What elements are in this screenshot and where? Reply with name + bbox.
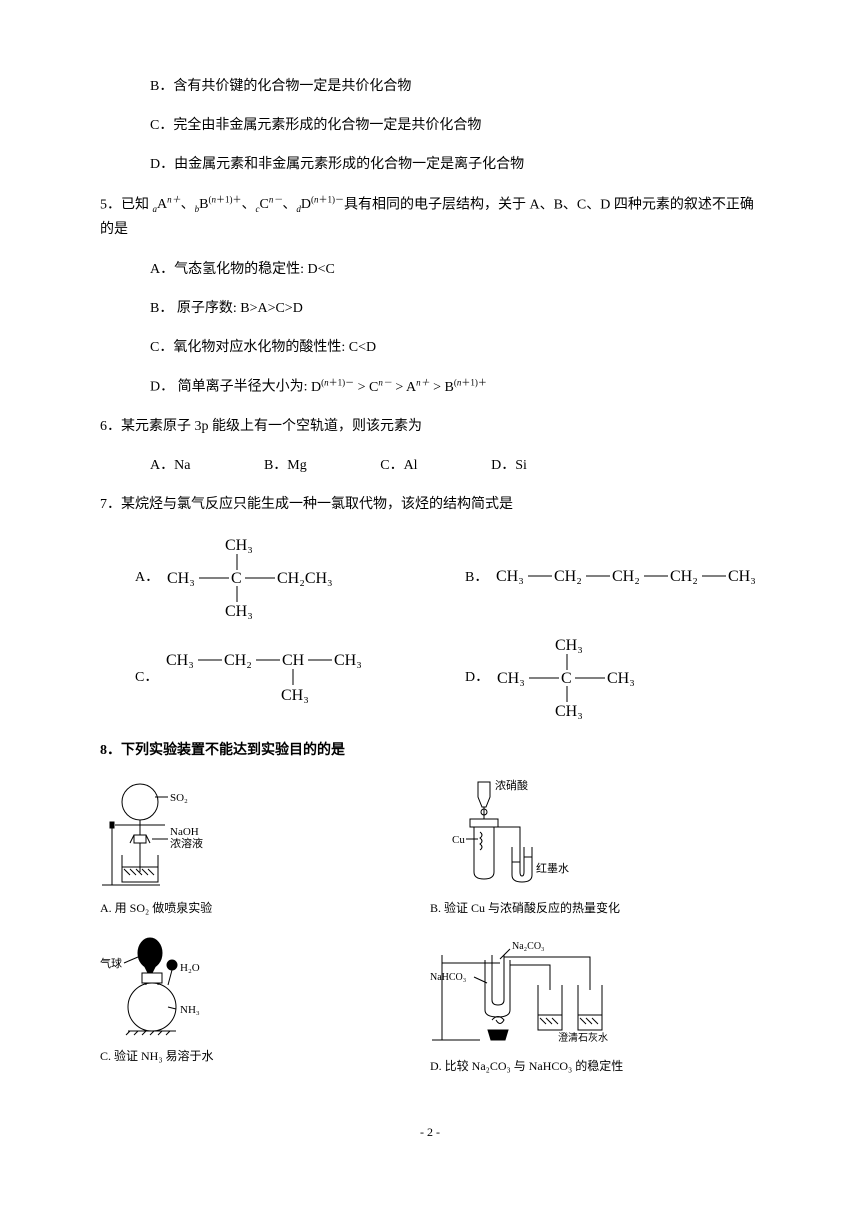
exp-C-caption: C. 验证 NH₃ 易溶于水 xyxy=(100,1046,430,1068)
q7-optC-label: C． xyxy=(135,665,158,690)
q5-stem-pre: 5．已知 xyxy=(100,197,153,212)
q4-option-b: B．含有共价键的化合物一定是共价化合物 xyxy=(150,74,760,99)
svg-text:红墨水: 红墨水 xyxy=(536,862,569,875)
q5-option-d: D． 简单离子半径大小为: D(n＋1)－ > Cn－ > An＋ > B(n＋… xyxy=(150,374,760,400)
q5-option-c: C．氧化物对应水化物的酸性性: C<D xyxy=(150,335,760,360)
q5-option-a: A．气态氢化物的稳定性: D<C xyxy=(150,257,760,282)
q8-experiments: SO₂ NaOH 浓溶液 A. 用 SO₂ 做喷泉实验 xyxy=(100,777,760,1093)
exp-C-svg: 气球 H₂O NH₃ xyxy=(100,935,260,1035)
svg-text:CH₃: CH₃ xyxy=(728,568,756,585)
svg-text:CH₃: CH₃ xyxy=(167,570,195,587)
q6-option-a: A．Na xyxy=(150,453,190,478)
svg-text:CH₃: CH₃ xyxy=(555,703,583,720)
q7-optB-label: B． xyxy=(465,565,488,590)
q5-ions: aAn＋、bB(n＋1)＋、cCn－、dD(n＋1)－ xyxy=(153,197,344,212)
q6-options: A．Na B．Mg C．Al D．Si xyxy=(150,453,760,478)
svg-text:NH₃: NH₃ xyxy=(180,1004,200,1016)
svg-text:NaOH: NaOH xyxy=(170,826,199,838)
svg-text:CH₃: CH₃ xyxy=(496,568,524,585)
svg-text:C: C xyxy=(231,570,242,587)
q7-optA-label: A． xyxy=(135,565,159,590)
q5-option-b: B． 原子序数: B>A>C>D xyxy=(150,296,760,321)
q8-exp-A: SO₂ NaOH 浓溶液 A. 用 SO₂ 做喷泉实验 xyxy=(100,777,430,920)
exp-A-svg: SO₂ NaOH 浓溶液 xyxy=(100,777,250,887)
svg-text:CH₂: CH₂ xyxy=(670,568,698,585)
svg-text:CH₃: CH₃ xyxy=(607,670,635,687)
q8-exp-C: 气球 H₂O NH₃ C. 验证 NH₃ 易溶于水 xyxy=(100,935,430,1078)
svg-text:NaHCO₃: NaHCO₃ xyxy=(430,972,466,983)
svg-text:CH₃: CH₃ xyxy=(555,637,583,654)
q5-stem: 5．已知 aAn＋、bB(n＋1)＋、cCn－、dD(n＋1)－具有相同的电子层… xyxy=(100,192,760,243)
exp-D-caption: D. 比较 Na₂CO₃ 与 NaHCO₃ 的稳定性 xyxy=(430,1056,760,1078)
q6-stem: 6．某元素原子 3p 能级上有一个空轨道，则该元素为 xyxy=(100,414,760,439)
exp-D-svg: NaHCO₃ Na₂CO₃ 澄清石灰水 xyxy=(430,935,690,1045)
svg-text:浓溶液: 浓溶液 xyxy=(170,836,203,850)
svg-text:气球: 气球 xyxy=(100,956,122,970)
q7-row2: C． CH₃ CH₂ CH CH₃ CH₃ D． CH₃ xyxy=(100,638,760,718)
exp-B-caption: B. 验证 Cu 与浓硝酸反应的热量变化 xyxy=(430,898,760,920)
q8-exp-B: 浓硝酸 Cu 红墨水 B. 验证 Cu 与浓硝酸反应的热量变化 xyxy=(430,777,760,920)
q5-optd-pre: D． 简单离子半径大小为: xyxy=(150,380,311,395)
svg-text:CH₃: CH₃ xyxy=(281,687,309,704)
svg-text:H₂O: H₂O xyxy=(180,962,200,974)
svg-text:CH₂: CH₂ xyxy=(554,568,582,585)
exp-B-svg: 浓硝酸 Cu 红墨水 xyxy=(430,777,630,887)
svg-text:CH₃: CH₃ xyxy=(225,603,253,620)
q4-option-c: C．完全由非金属元素形成的化合物一定是共价化合物 xyxy=(150,113,760,138)
svg-text:浓硝酸: 浓硝酸 xyxy=(495,778,528,792)
svg-text:CH₂: CH₂ xyxy=(224,652,252,669)
svg-text:CH₃: CH₃ xyxy=(166,652,194,669)
q6-option-b: B．Mg xyxy=(264,453,307,478)
svg-text:Na₂CO₃: Na₂CO₃ xyxy=(512,941,545,952)
page-number: - 2 - xyxy=(100,1122,760,1144)
q6-option-c: C．Al xyxy=(380,453,417,478)
q7-structure-A: CH₃ CH₃ C CH₂CH₃ CH₃ xyxy=(167,538,347,618)
svg-text:CH: CH xyxy=(282,652,305,669)
svg-text:CH₃: CH₃ xyxy=(334,652,362,669)
svg-text:澄清石灰水: 澄清石灰水 xyxy=(558,1031,608,1044)
svg-text:CH₂CH₃: CH₂CH₃ xyxy=(277,570,333,587)
svg-text:C: C xyxy=(561,670,572,687)
svg-text:CH₃: CH₃ xyxy=(497,670,525,687)
q7-structure-D: CH₃ CH₃ C CH₃ CH₃ xyxy=(497,638,657,718)
q8-stem: 8．下列实验装置不能达到实验目的的是 xyxy=(100,738,760,763)
svg-text:Cu: Cu xyxy=(452,834,465,846)
exp-A-caption: A. 用 SO₂ 做喷泉实验 xyxy=(100,898,430,920)
q7-optD-label: D． xyxy=(465,665,489,690)
svg-text:CH₃: CH₃ xyxy=(225,537,253,554)
q4-option-d: D．由金属元素和非金属元素形成的化合物一定是离子化合物 xyxy=(150,152,760,177)
q5-optd-formula: D(n＋1)－ > Cn－ > An＋ > B(n＋1)＋ xyxy=(311,380,487,395)
svg-text:SO₂: SO₂ xyxy=(170,792,188,804)
q8-exp-D: NaHCO₃ Na₂CO₃ 澄清石灰水 D. 比较 Na₂CO₃ 与 NaHCO… xyxy=(430,935,760,1078)
q7-structure-C: CH₃ CH₂ CH CH₃ CH₃ xyxy=(166,650,386,705)
svg-text:CH₂: CH₂ xyxy=(612,568,640,585)
q6-option-d: D．Si xyxy=(491,453,527,478)
q7-structure-B: CH₃ CH₂ CH₂ CH₂ CH₃ xyxy=(496,563,776,593)
q7-stem: 7．某烷烃与氯气反应只能生成一种一氯取代物，该烃的结构简式是 xyxy=(100,492,760,517)
q7-row1: A． CH₃ CH₃ C CH₂CH₃ CH₃ B． CH₃ xyxy=(100,538,760,618)
